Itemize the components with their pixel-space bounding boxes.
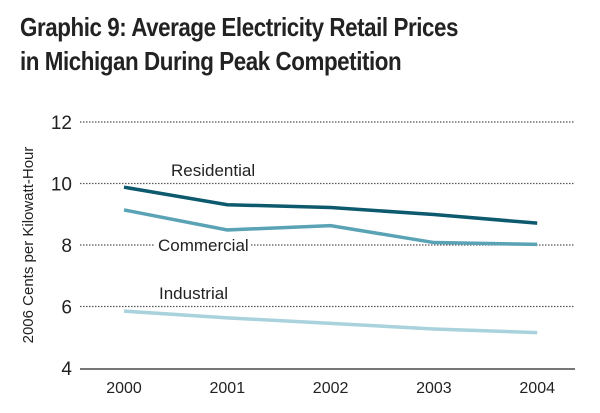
series-label-industrial: Industrial xyxy=(159,284,228,303)
series-line-industrial xyxy=(123,309,538,335)
y-tick-label: 6 xyxy=(61,298,72,319)
x-tick-label: 2004 xyxy=(519,380,555,397)
y-axis-label: 2006 Cents per Kilowatt-Hour xyxy=(20,147,37,344)
series-line-residential xyxy=(123,185,538,225)
chart-title: Graphic 9: Average Electricity Retail Pr… xyxy=(20,12,459,42)
y-tick-label: 8 xyxy=(61,236,72,257)
series-label-residential: Residential xyxy=(171,161,255,180)
y-tick-label: 10 xyxy=(51,175,72,196)
x-tick-label: 2001 xyxy=(210,380,246,397)
x-tick-label: 2002 xyxy=(313,380,349,397)
label-background xyxy=(155,235,251,255)
series-label-commercial: Commercial xyxy=(158,236,249,255)
y-tick-label: 12 xyxy=(51,113,72,134)
chart-title-line2: in Michigan During Peak Competition xyxy=(20,46,402,76)
x-tick-label: 2000 xyxy=(106,380,142,397)
x-tick-label: 2003 xyxy=(416,380,452,397)
y-tick-label: 4 xyxy=(61,359,72,380)
